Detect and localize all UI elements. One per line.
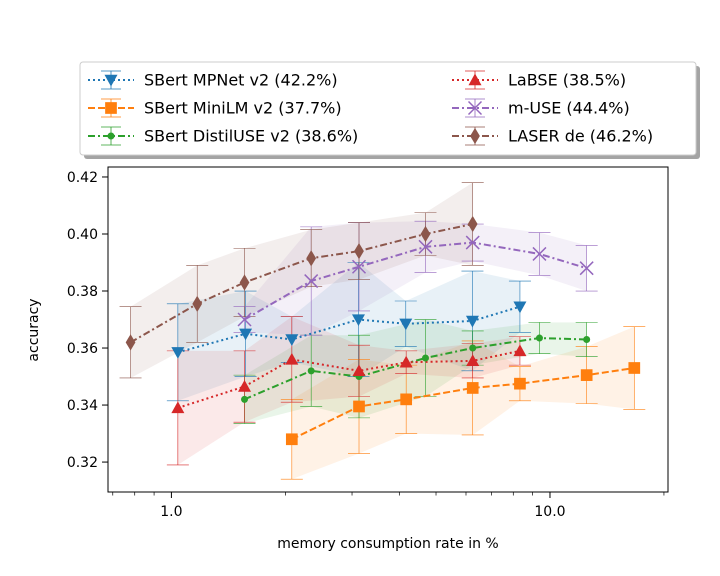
- legend: SBert MPNet v2 (42.2%) SBert MiniLM v2 (3…: [79, 61, 700, 159]
- legend-label: SBert MiniLM v2 (37.7%): [144, 99, 342, 118]
- series-3-point: [535, 334, 543, 342]
- y-tick-label: 0.38: [67, 284, 98, 300]
- series-6-point: [467, 215, 478, 233]
- series-1-point: [171, 347, 185, 359]
- series-4-point: [171, 401, 185, 414]
- legend-entry: SBert MiniLM v2 (37.7%): [88, 99, 342, 118]
- series-2-point: [514, 377, 526, 390]
- series-4-band: [177, 316, 520, 465]
- series-5-point: [532, 246, 547, 261]
- series-5-point: [237, 312, 252, 327]
- series-6-point: [125, 334, 136, 351]
- plot-area: [107, 166, 669, 493]
- series-3-band: [244, 319, 587, 424]
- legend-entry: LASER de (46.2%): [452, 127, 653, 146]
- series-6-band: [130, 182, 473, 378]
- series-1-point: [465, 315, 479, 328]
- y-tick-label: 0.40: [67, 227, 98, 243]
- series-1-point: [239, 328, 253, 341]
- series-2-point: [466, 382, 479, 394]
- series-6-point: [354, 242, 364, 260]
- series-3-point: [307, 367, 315, 375]
- series-4-point: [466, 354, 480, 367]
- series-1-point: [285, 334, 299, 346]
- series-3-point: [469, 344, 477, 352]
- legend-marker-icon: [105, 102, 117, 114]
- series-4-point: [285, 352, 299, 365]
- legend-entry: LaBSE (38.5%): [452, 71, 626, 90]
- series-1-point: [399, 318, 413, 331]
- legend-marker-icon: [470, 127, 480, 145]
- series-6-point: [306, 250, 317, 267]
- series-6-point: [192, 295, 203, 312]
- series-6-point: [420, 225, 431, 243]
- y-tick-label: 0.34: [67, 398, 98, 414]
- series-2-point: [628, 362, 641, 374]
- series-5-point: [418, 239, 433, 254]
- legend-entry: SBert MPNet v2 (42.2%): [88, 71, 338, 90]
- series-5-point: [304, 274, 319, 289]
- series-2-point: [400, 393, 413, 406]
- x-axis: 1.0 10.0: [112, 492, 665, 520]
- legend-marker-icon: [468, 73, 482, 86]
- series-2-point: [580, 369, 593, 381]
- x-axis-label: memory consumption rate in %: [277, 536, 498, 552]
- series-1-point: [513, 301, 527, 314]
- legend-marker-icon: [107, 132, 115, 140]
- y-axis-label: accuracy: [26, 298, 42, 361]
- series-3-point: [241, 395, 249, 403]
- series-5-point: [579, 261, 594, 276]
- series-4-point: [352, 364, 366, 377]
- series-5-band: [244, 221, 587, 336]
- series-1-band: [177, 262, 520, 401]
- x-tick-label: 10.0: [534, 504, 565, 520]
- y-axis: 0.32 0.34 0.36 0.38 0.40 0.42: [67, 170, 108, 471]
- x-tick-label: 1.0: [160, 504, 182, 520]
- legend-label: LaBSE (38.5%): [508, 71, 626, 90]
- series-4-point: [238, 380, 252, 392]
- series-5-point: [465, 235, 480, 250]
- series-1-point: [351, 314, 365, 327]
- series-6-point: [239, 274, 250, 291]
- legend-entry: SBert DistilUSE v2 (38.6%): [88, 127, 358, 146]
- series-2-point: [353, 400, 365, 413]
- legend-label: m-USE (44.4%): [508, 99, 630, 118]
- legend-label: LASER de (46.2%): [508, 127, 653, 146]
- series-3-point: [421, 354, 429, 362]
- series-2-band: [291, 326, 635, 480]
- series-5-point: [351, 259, 367, 274]
- legend-entry: m-USE (44.4%): [452, 99, 630, 118]
- series-2-point: [285, 433, 298, 446]
- series-4-point: [399, 355, 413, 368]
- legend-label: SBert DistilUSE v2 (38.6%): [144, 127, 358, 146]
- series-3-point: [583, 335, 591, 343]
- y-tick-label: 0.42: [67, 170, 98, 186]
- plot-frame: [107, 166, 669, 493]
- legend-marker-icon: [467, 100, 483, 116]
- y-tick-label: 0.36: [67, 341, 98, 357]
- legend-label: SBert MPNet v2 (42.2%): [144, 71, 338, 90]
- legend-marker-icon: [104, 74, 118, 87]
- y-tick-label: 0.32: [67, 455, 98, 471]
- series-4-point: [513, 344, 527, 357]
